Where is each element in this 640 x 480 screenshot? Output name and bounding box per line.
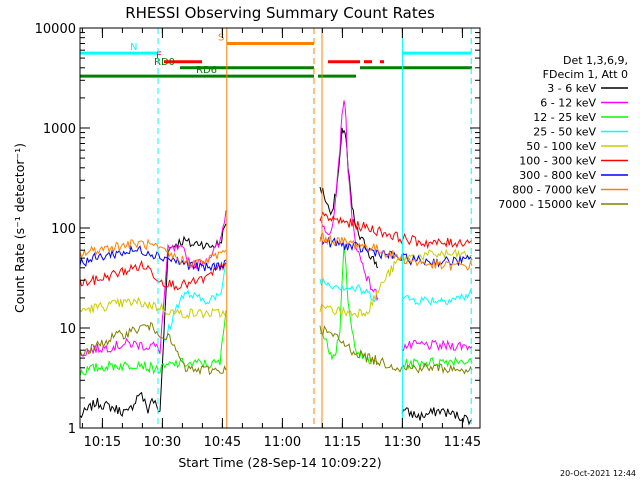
- legend-entry-5: 100 - 300 keV: [519, 155, 596, 168]
- flag-label-f: F: [156, 51, 162, 62]
- legend: Det 1,3,6,9,FDecim 1, Att 03 - 6 keV 6 - …: [498, 54, 628, 211]
- series-line-6-segment-1: [319, 236, 473, 268]
- x-tick-label-3: 11:00: [264, 435, 301, 450]
- series-line-4-segment-1: [319, 248, 472, 319]
- x-axis-label: Start Time (28-Sep-14 10:09:22): [178, 455, 381, 470]
- flag-label-s: S: [218, 32, 224, 43]
- legend-entry-2: 12 - 25 keV: [533, 111, 596, 124]
- legend-entry-3: 25 - 50 keV: [533, 126, 596, 139]
- series-line-2-segment-0: [80, 310, 227, 376]
- y-axis-label: Count Rate (s⁻¹ detector⁻¹): [12, 143, 27, 313]
- flag-label-rd6: RD6: [196, 65, 217, 76]
- series-line-3-segment-2: [401, 288, 473, 306]
- timestamp-annotation: 20-Oct-2021 12:44: [560, 469, 636, 478]
- series-line-4-segment-0: [80, 296, 227, 320]
- series-line-0-segment-0: [80, 223, 227, 419]
- x-tick-label-4: 11:15: [324, 435, 361, 450]
- legend-entry-0: 3 - 6 keV: [547, 82, 596, 95]
- legend-header-0: Det 1,3,6,9,: [563, 54, 628, 67]
- flag-label-n: N: [130, 42, 137, 53]
- y-tick-label-1: 10: [59, 322, 76, 337]
- legend-entry-1: 6 - 12 keV: [540, 97, 596, 110]
- x-tick-label-2: 10:45: [204, 435, 241, 450]
- legend-entry-8: 7000 - 15000 keV: [498, 198, 596, 211]
- series-line-7-segment-0: [80, 238, 227, 268]
- series-line-8-segment-0: [80, 321, 227, 376]
- y-tick-label-3: 1000: [43, 122, 76, 137]
- series-line-1-segment-2: [401, 339, 473, 352]
- flag-label-rd0: RD0: [154, 57, 175, 68]
- series-line-5-segment-1: [319, 211, 473, 250]
- x-tick-label-0: 10:15: [84, 435, 121, 450]
- series-line-8-segment-1: [319, 325, 473, 375]
- axes: 1 10 100 1000 10000 10:15 10:30 10:45 11:00 11:15…: [35, 22, 481, 450]
- legend-entry-6: 300 - 800 keV: [519, 169, 596, 182]
- x-tick-label-5: 11:30: [384, 435, 421, 450]
- legend-header-1: FDecim 1, Att 0: [543, 68, 628, 81]
- series-line-7-segment-1: [319, 232, 473, 271]
- series-line-3-segment-1: [319, 277, 377, 303]
- legend-entry-4: 50 - 100 keV: [526, 140, 596, 153]
- series-line-5-segment-0: [80, 259, 227, 291]
- series-line-3-segment-0: [163, 262, 227, 343]
- chart-title: RHESSI Observing Summary Count Rates: [125, 4, 435, 22]
- y-tick-label-4: 10000: [35, 22, 76, 37]
- x-tick-label-1: 10:30: [144, 435, 181, 450]
- y-tick-label-0: 1: [68, 422, 76, 437]
- series-line-2-segment-1: [319, 245, 379, 365]
- x-tick-label-6: 11:45: [444, 435, 481, 450]
- series-line-1-segment-1: [319, 100, 379, 302]
- series-lines: [80, 100, 473, 426]
- series-line-6-segment-0: [80, 244, 227, 272]
- y-tick-label-2: 100: [51, 222, 76, 237]
- legend-entry-7: 800 - 7000 keV: [512, 184, 596, 197]
- series-line-0-segment-2: [401, 407, 473, 426]
